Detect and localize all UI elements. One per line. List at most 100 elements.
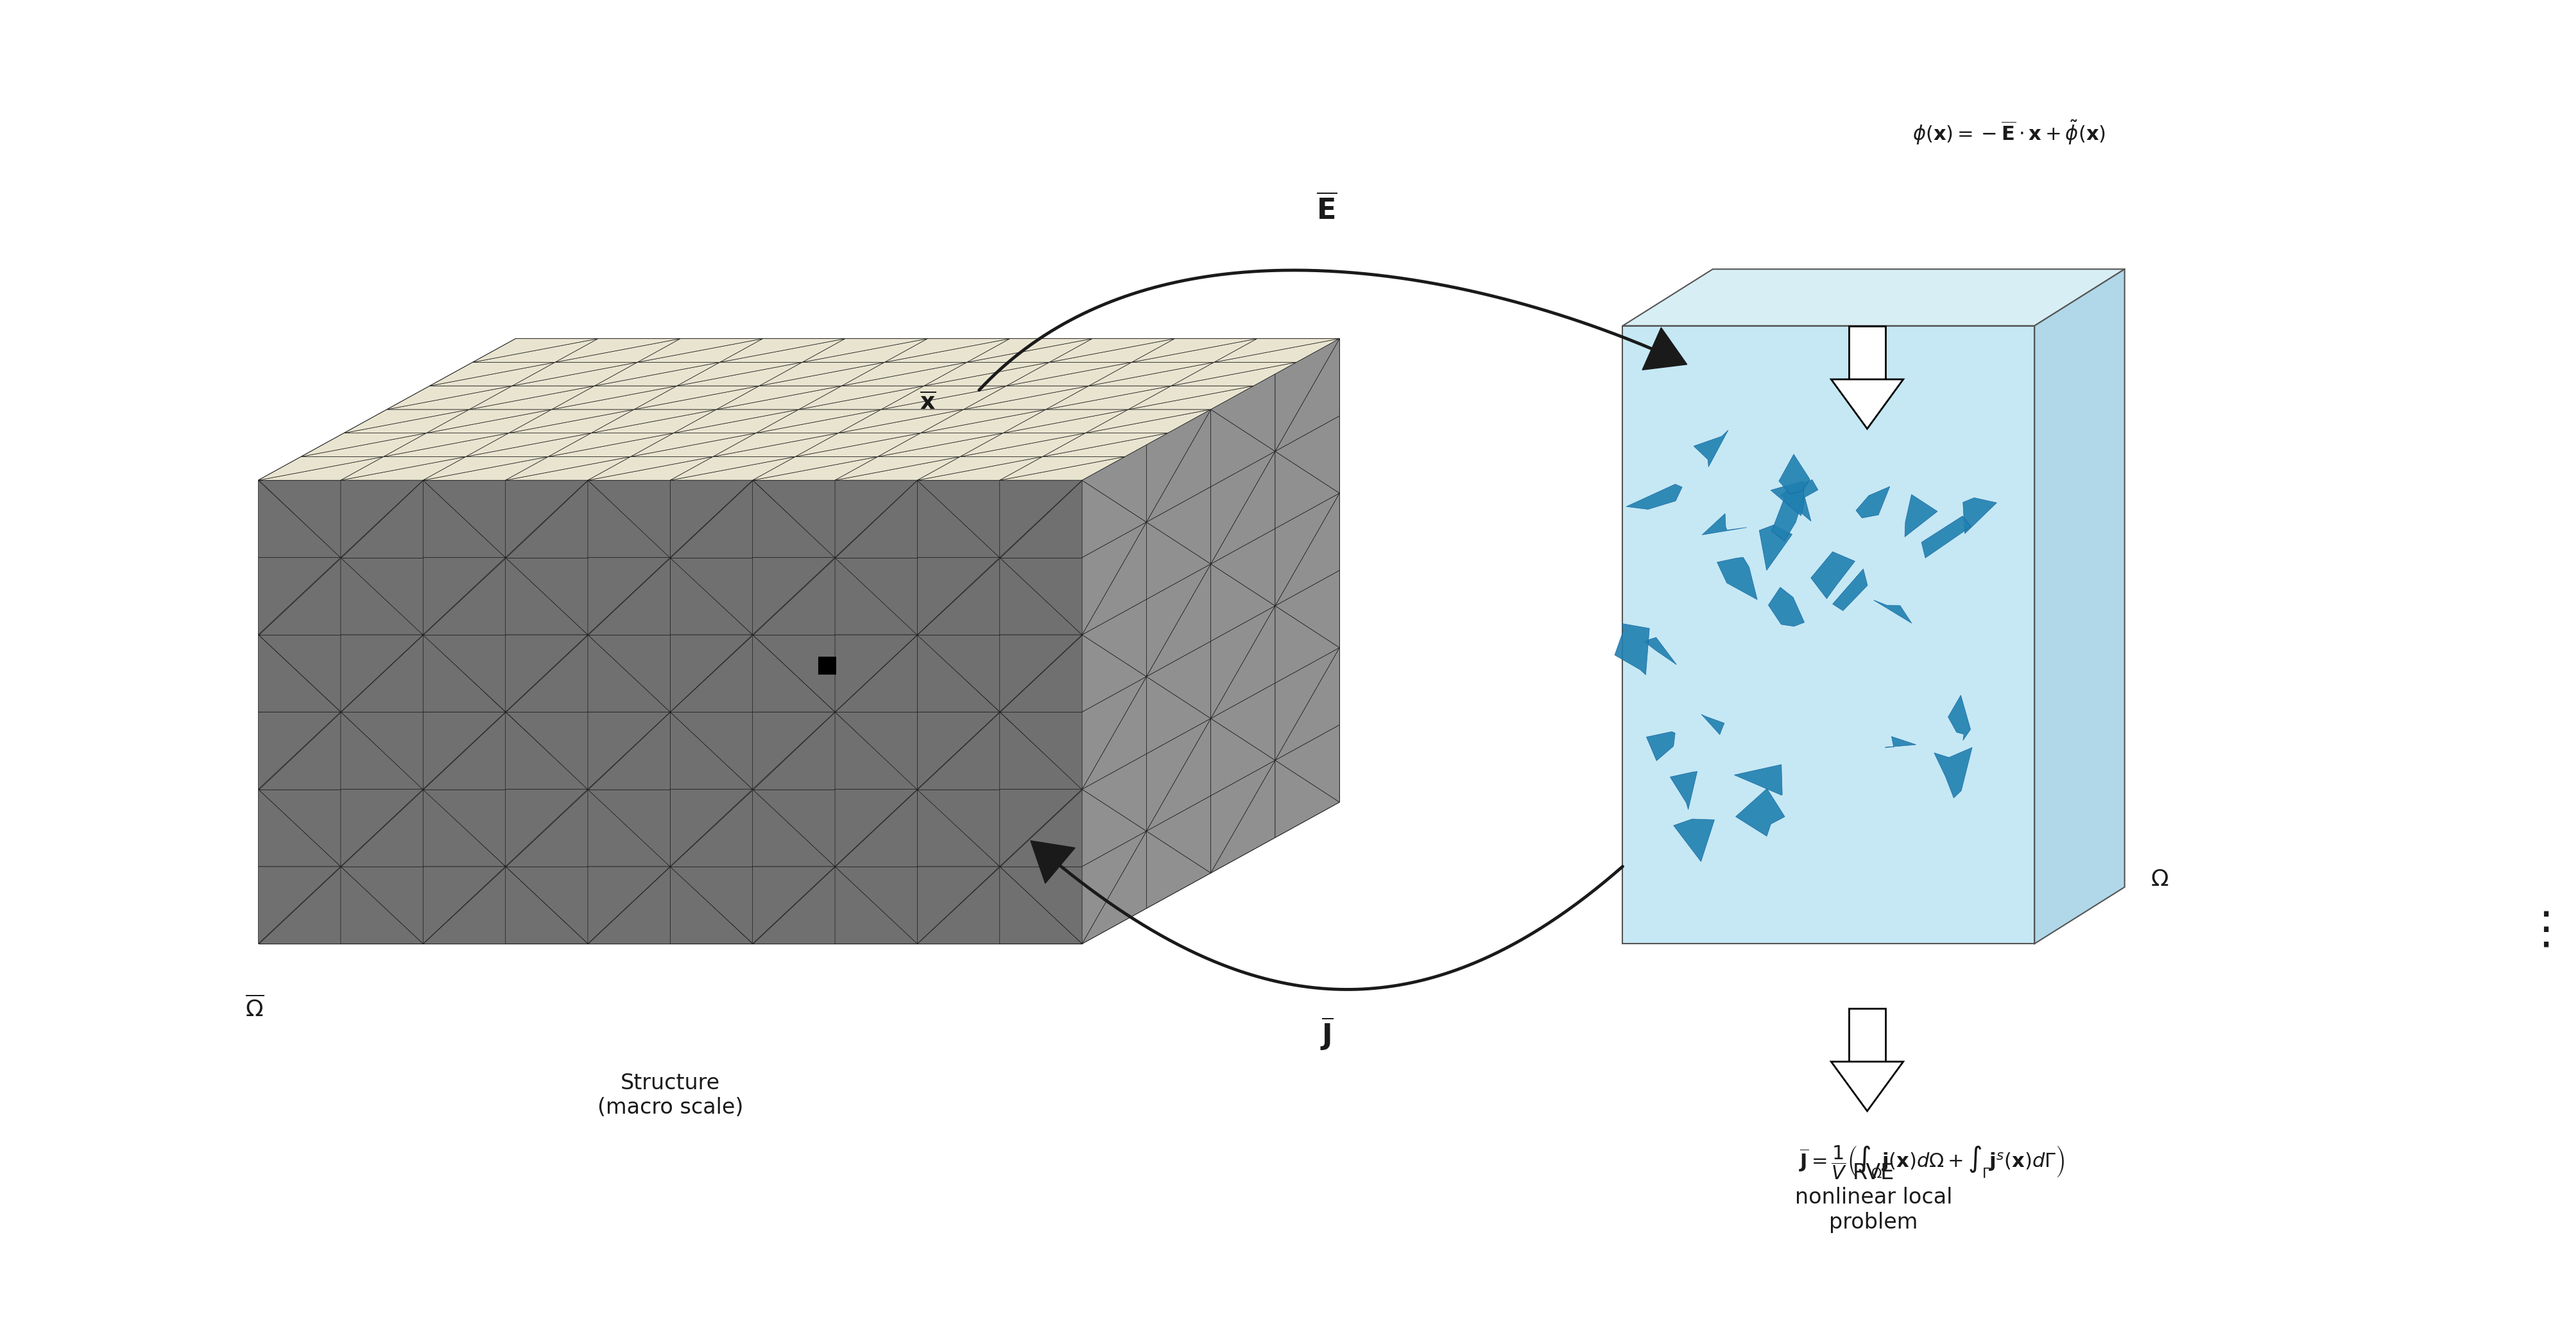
Polygon shape [752,712,835,789]
Polygon shape [505,457,631,481]
Polygon shape [835,789,917,867]
Polygon shape [1886,737,1917,748]
Polygon shape [1772,491,1803,542]
Text: $\vdots$: $\vdots$ [2524,910,2550,952]
Polygon shape [430,362,556,386]
Polygon shape [1935,748,1973,798]
Polygon shape [587,789,670,867]
Polygon shape [505,557,587,635]
Polygon shape [670,789,752,867]
Polygon shape [1718,557,1757,600]
Polygon shape [505,481,587,557]
Polygon shape [670,457,796,481]
Polygon shape [670,557,752,635]
Polygon shape [422,635,505,712]
Polygon shape [1275,338,1340,452]
Text: $\overline{\mathbf{x}}$: $\overline{\mathbf{x}}$ [920,392,935,413]
Polygon shape [422,557,505,635]
Polygon shape [1275,493,1340,606]
Polygon shape [1146,410,1211,522]
Polygon shape [513,362,639,386]
Polygon shape [1211,452,1275,564]
Polygon shape [670,635,752,712]
Polygon shape [925,362,1048,386]
Polygon shape [917,557,999,635]
Polygon shape [258,481,1082,943]
Polygon shape [1767,588,1803,626]
Polygon shape [1030,840,1074,884]
Polygon shape [1832,569,1868,610]
Text: $\overline{\mathbf{E}}$: $\overline{\mathbf{E}}$ [1316,194,1337,225]
Polygon shape [510,410,634,433]
Polygon shape [670,867,752,943]
Polygon shape [258,789,340,867]
Polygon shape [587,557,670,635]
Polygon shape [258,557,340,635]
Polygon shape [505,712,587,789]
Polygon shape [835,557,917,635]
Polygon shape [917,789,999,867]
Polygon shape [258,712,340,789]
Polygon shape [258,481,340,557]
Polygon shape [422,789,505,867]
Polygon shape [752,481,835,557]
Polygon shape [917,635,999,712]
Polygon shape [714,433,837,457]
Polygon shape [999,712,1082,789]
Polygon shape [258,867,340,943]
Polygon shape [672,410,799,433]
Bar [1850,1008,1886,1062]
Polygon shape [752,789,835,867]
Polygon shape [1669,771,1698,810]
Polygon shape [340,635,422,712]
Polygon shape [670,557,752,635]
Polygon shape [1275,416,1340,493]
Polygon shape [672,410,799,433]
Polygon shape [670,712,752,789]
Polygon shape [258,457,384,481]
Polygon shape [842,362,966,386]
Polygon shape [1275,571,1340,647]
Polygon shape [345,410,469,433]
Polygon shape [835,635,917,712]
Polygon shape [340,481,422,557]
Polygon shape [1643,638,1677,664]
Polygon shape [1832,1062,1904,1111]
Polygon shape [1759,524,1793,571]
Polygon shape [510,410,634,433]
Polygon shape [999,789,1082,867]
Polygon shape [1043,433,1167,457]
Polygon shape [505,481,587,557]
Polygon shape [1211,374,1275,452]
Polygon shape [1947,695,1971,740]
Polygon shape [549,433,672,457]
Polygon shape [1128,386,1255,410]
Polygon shape [1082,831,1146,943]
Polygon shape [1904,494,1937,536]
Polygon shape [639,338,762,362]
Polygon shape [1146,641,1211,719]
Polygon shape [1007,362,1131,386]
Polygon shape [422,457,549,481]
Text: $\Omega$: $\Omega$ [2151,868,2169,890]
Polygon shape [1043,433,1167,457]
Polygon shape [386,386,513,410]
Polygon shape [1615,624,1649,675]
Polygon shape [1275,452,1340,528]
Polygon shape [634,386,760,410]
Polygon shape [1623,269,2125,326]
Polygon shape [1770,481,1803,515]
Polygon shape [760,362,884,386]
Polygon shape [670,481,752,557]
Polygon shape [752,457,878,481]
Text: RVE
nonlinear local
problem: RVE nonlinear local problem [1795,1162,1953,1232]
Polygon shape [1082,481,1146,557]
Polygon shape [1082,522,1146,635]
Polygon shape [716,386,842,410]
Polygon shape [1703,514,1747,535]
Polygon shape [587,635,670,712]
Polygon shape [801,338,927,362]
Polygon shape [513,362,639,386]
Polygon shape [835,789,917,867]
Polygon shape [920,410,1046,433]
